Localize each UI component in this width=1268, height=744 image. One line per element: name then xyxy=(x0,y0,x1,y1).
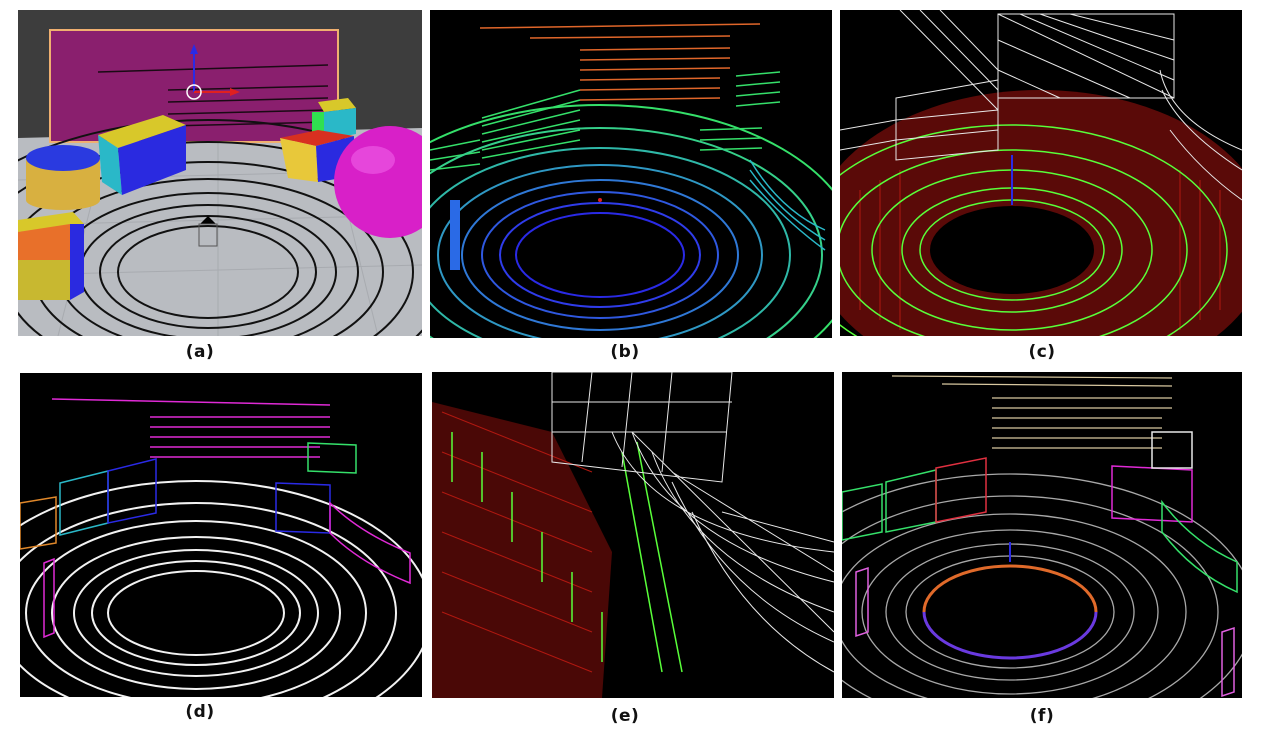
near-ring-orange xyxy=(922,564,1098,613)
cylinder-scan-cyan xyxy=(749,159,826,251)
panel-c xyxy=(840,10,1242,336)
wall-scan-lines xyxy=(51,398,331,458)
panel-f xyxy=(842,372,1242,698)
panel-b xyxy=(430,10,832,338)
sensor-origin-gizmo xyxy=(186,44,240,100)
object-scan-lines xyxy=(20,442,411,639)
zoomed-mesh-normals xyxy=(432,372,834,698)
center-hole xyxy=(930,206,1094,294)
wall-scan-lines xyxy=(479,23,761,101)
near-ring-purple xyxy=(922,611,1098,660)
object-colored-pointcloud xyxy=(20,373,422,697)
box-scan-green xyxy=(430,71,781,171)
caption-d: (d) xyxy=(185,702,215,722)
normal-vectors-red xyxy=(859,170,1221,330)
scene-render-image xyxy=(18,10,422,336)
wireframe-mesh xyxy=(840,10,1242,201)
height-colored-pointcloud xyxy=(430,10,832,338)
wireframe-mesh xyxy=(551,372,834,673)
center-hole xyxy=(118,577,274,649)
magenta-sphere xyxy=(334,126,422,238)
normal-vectors-red xyxy=(441,411,593,673)
caption-e: (e) xyxy=(610,706,640,726)
blue-cylinder xyxy=(26,145,100,210)
caption-a: (a) xyxy=(185,342,215,362)
caption-c: (c) xyxy=(1028,342,1056,362)
panel-e xyxy=(432,372,834,698)
sensor-origin xyxy=(598,198,602,202)
intensity-colored-pointcloud xyxy=(842,372,1242,698)
wall-scan-lines xyxy=(891,375,1173,449)
panel-d xyxy=(20,373,422,697)
caption-b: (b) xyxy=(610,342,640,362)
box-scan-blue xyxy=(450,200,460,270)
normal-vectors-green xyxy=(451,432,683,673)
yellow-cube xyxy=(98,115,186,195)
orange-cube xyxy=(18,212,84,300)
ground-mesh-red xyxy=(432,402,612,698)
panel-a xyxy=(18,10,422,336)
ground-scan-rings xyxy=(430,104,832,338)
mesh-normals-render xyxy=(840,10,1242,336)
lidar-camera-icon xyxy=(198,216,218,247)
ground-scan-rings xyxy=(20,480,422,697)
caption-f: (f) xyxy=(1029,706,1055,726)
object-scan-lines xyxy=(842,431,1238,698)
